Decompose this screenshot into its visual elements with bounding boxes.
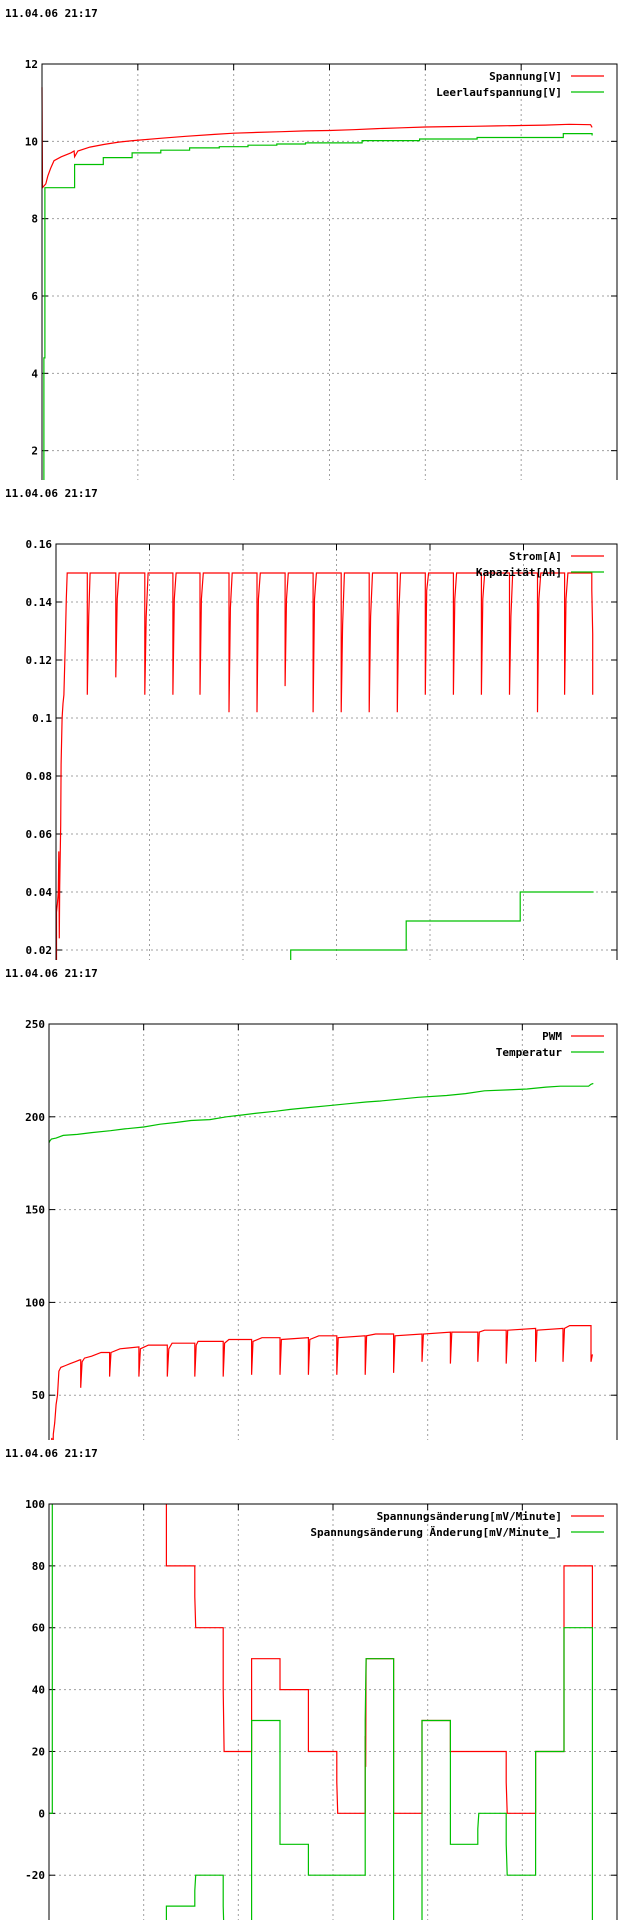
series-line-red — [51, 1325, 593, 1440]
y-tick-label: 0.02 — [26, 944, 53, 957]
plot-frame — [48, 1503, 618, 1920]
y-tick-label: 0.08 — [26, 770, 53, 783]
timestamp: 11.04.06 21:17 — [5, 487, 98, 500]
chart-panel-voltage-change: 11.04.06 21:17 -40-200204060801000200400… — [0, 1440, 640, 1920]
y-tick-label: 2 — [31, 445, 38, 458]
series-line-green — [290, 891, 594, 960]
legend-label: Strom[A] — [509, 550, 562, 563]
pwm-temperature-chart: 050100150200250020040060080010001200PWMT… — [25, 1018, 618, 1440]
y-tick-label: 0.12 — [26, 654, 53, 667]
y-tick-label: 0.04 — [26, 886, 53, 899]
plot-frame — [55, 543, 618, 960]
y-tick-label: 20 — [32, 1745, 45, 1758]
legend-label: Temperatur — [496, 1046, 563, 1059]
y-tick-label: 250 — [25, 1018, 45, 1031]
chart-panel-voltage: 11.04.06 21:17 0246810120200400600800100… — [0, 0, 640, 480]
y-tick-label: 8 — [31, 213, 38, 226]
voltage-change-chart: -40-20020406080100020040060080010001200S… — [25, 1498, 618, 1920]
y-tick-label: 100 — [25, 1296, 45, 1309]
y-tick-label: 12 — [25, 58, 38, 71]
y-tick-label: 4 — [31, 367, 38, 380]
y-tick-label: -20 — [25, 1869, 45, 1882]
series-line-red — [41, 87, 593, 190]
legend-label: Spannungsänderung Änderung[mV/Minute_] — [310, 1525, 562, 1539]
y-tick-label: 200 — [25, 1111, 45, 1124]
y-tick-label: 6 — [31, 290, 38, 303]
series-line-green — [49, 1504, 593, 1920]
legend-label: Spannungsänderung[mV/Minute] — [377, 1510, 562, 1523]
chart-panel-pwm: 11.04.06 21:17 0501001502002500200400600… — [0, 960, 640, 1440]
series-line-green — [43, 133, 593, 480]
y-tick-label: 60 — [32, 1622, 45, 1635]
timestamp: 11.04.06 21:17 — [5, 7, 98, 20]
series-line-green — [48, 1082, 594, 1144]
y-tick-label: 50 — [32, 1389, 45, 1402]
y-tick-label: 10 — [25, 135, 38, 148]
y-tick-label: 80 — [32, 1560, 45, 1573]
plot-frame — [41, 63, 618, 480]
legend-label: PWM — [542, 1030, 562, 1043]
timestamp: 11.04.06 21:17 — [5, 1447, 98, 1460]
series-line-red — [55, 572, 594, 960]
y-tick-label: 150 — [25, 1204, 45, 1217]
plot-frame — [48, 1023, 618, 1440]
y-tick-label: 0 — [38, 1807, 45, 1820]
legend-label: Spannung[V] — [489, 70, 562, 83]
voltage-chart: 024681012020040060080010001200Spannung[V… — [25, 58, 618, 480]
current-capacity-chart: 00.020.040.060.080.10.120.140.1602004006… — [26, 538, 618, 960]
y-tick-label: 0.06 — [26, 828, 53, 841]
legend-label: Leerlaufspannung[V] — [436, 86, 562, 99]
legend-label: Kapazität[Ah] — [476, 566, 562, 579]
y-tick-label: 0.1 — [32, 712, 52, 725]
y-tick-label: 40 — [32, 1684, 45, 1697]
chart-panel-current: 11.04.06 21:17 00.020.040.060.080.10.120… — [0, 480, 640, 960]
y-tick-label: 0.16 — [26, 538, 53, 551]
y-tick-label: 0.14 — [26, 596, 53, 609]
timestamp: 11.04.06 21:17 — [5, 967, 98, 980]
y-tick-label: 100 — [25, 1498, 45, 1511]
